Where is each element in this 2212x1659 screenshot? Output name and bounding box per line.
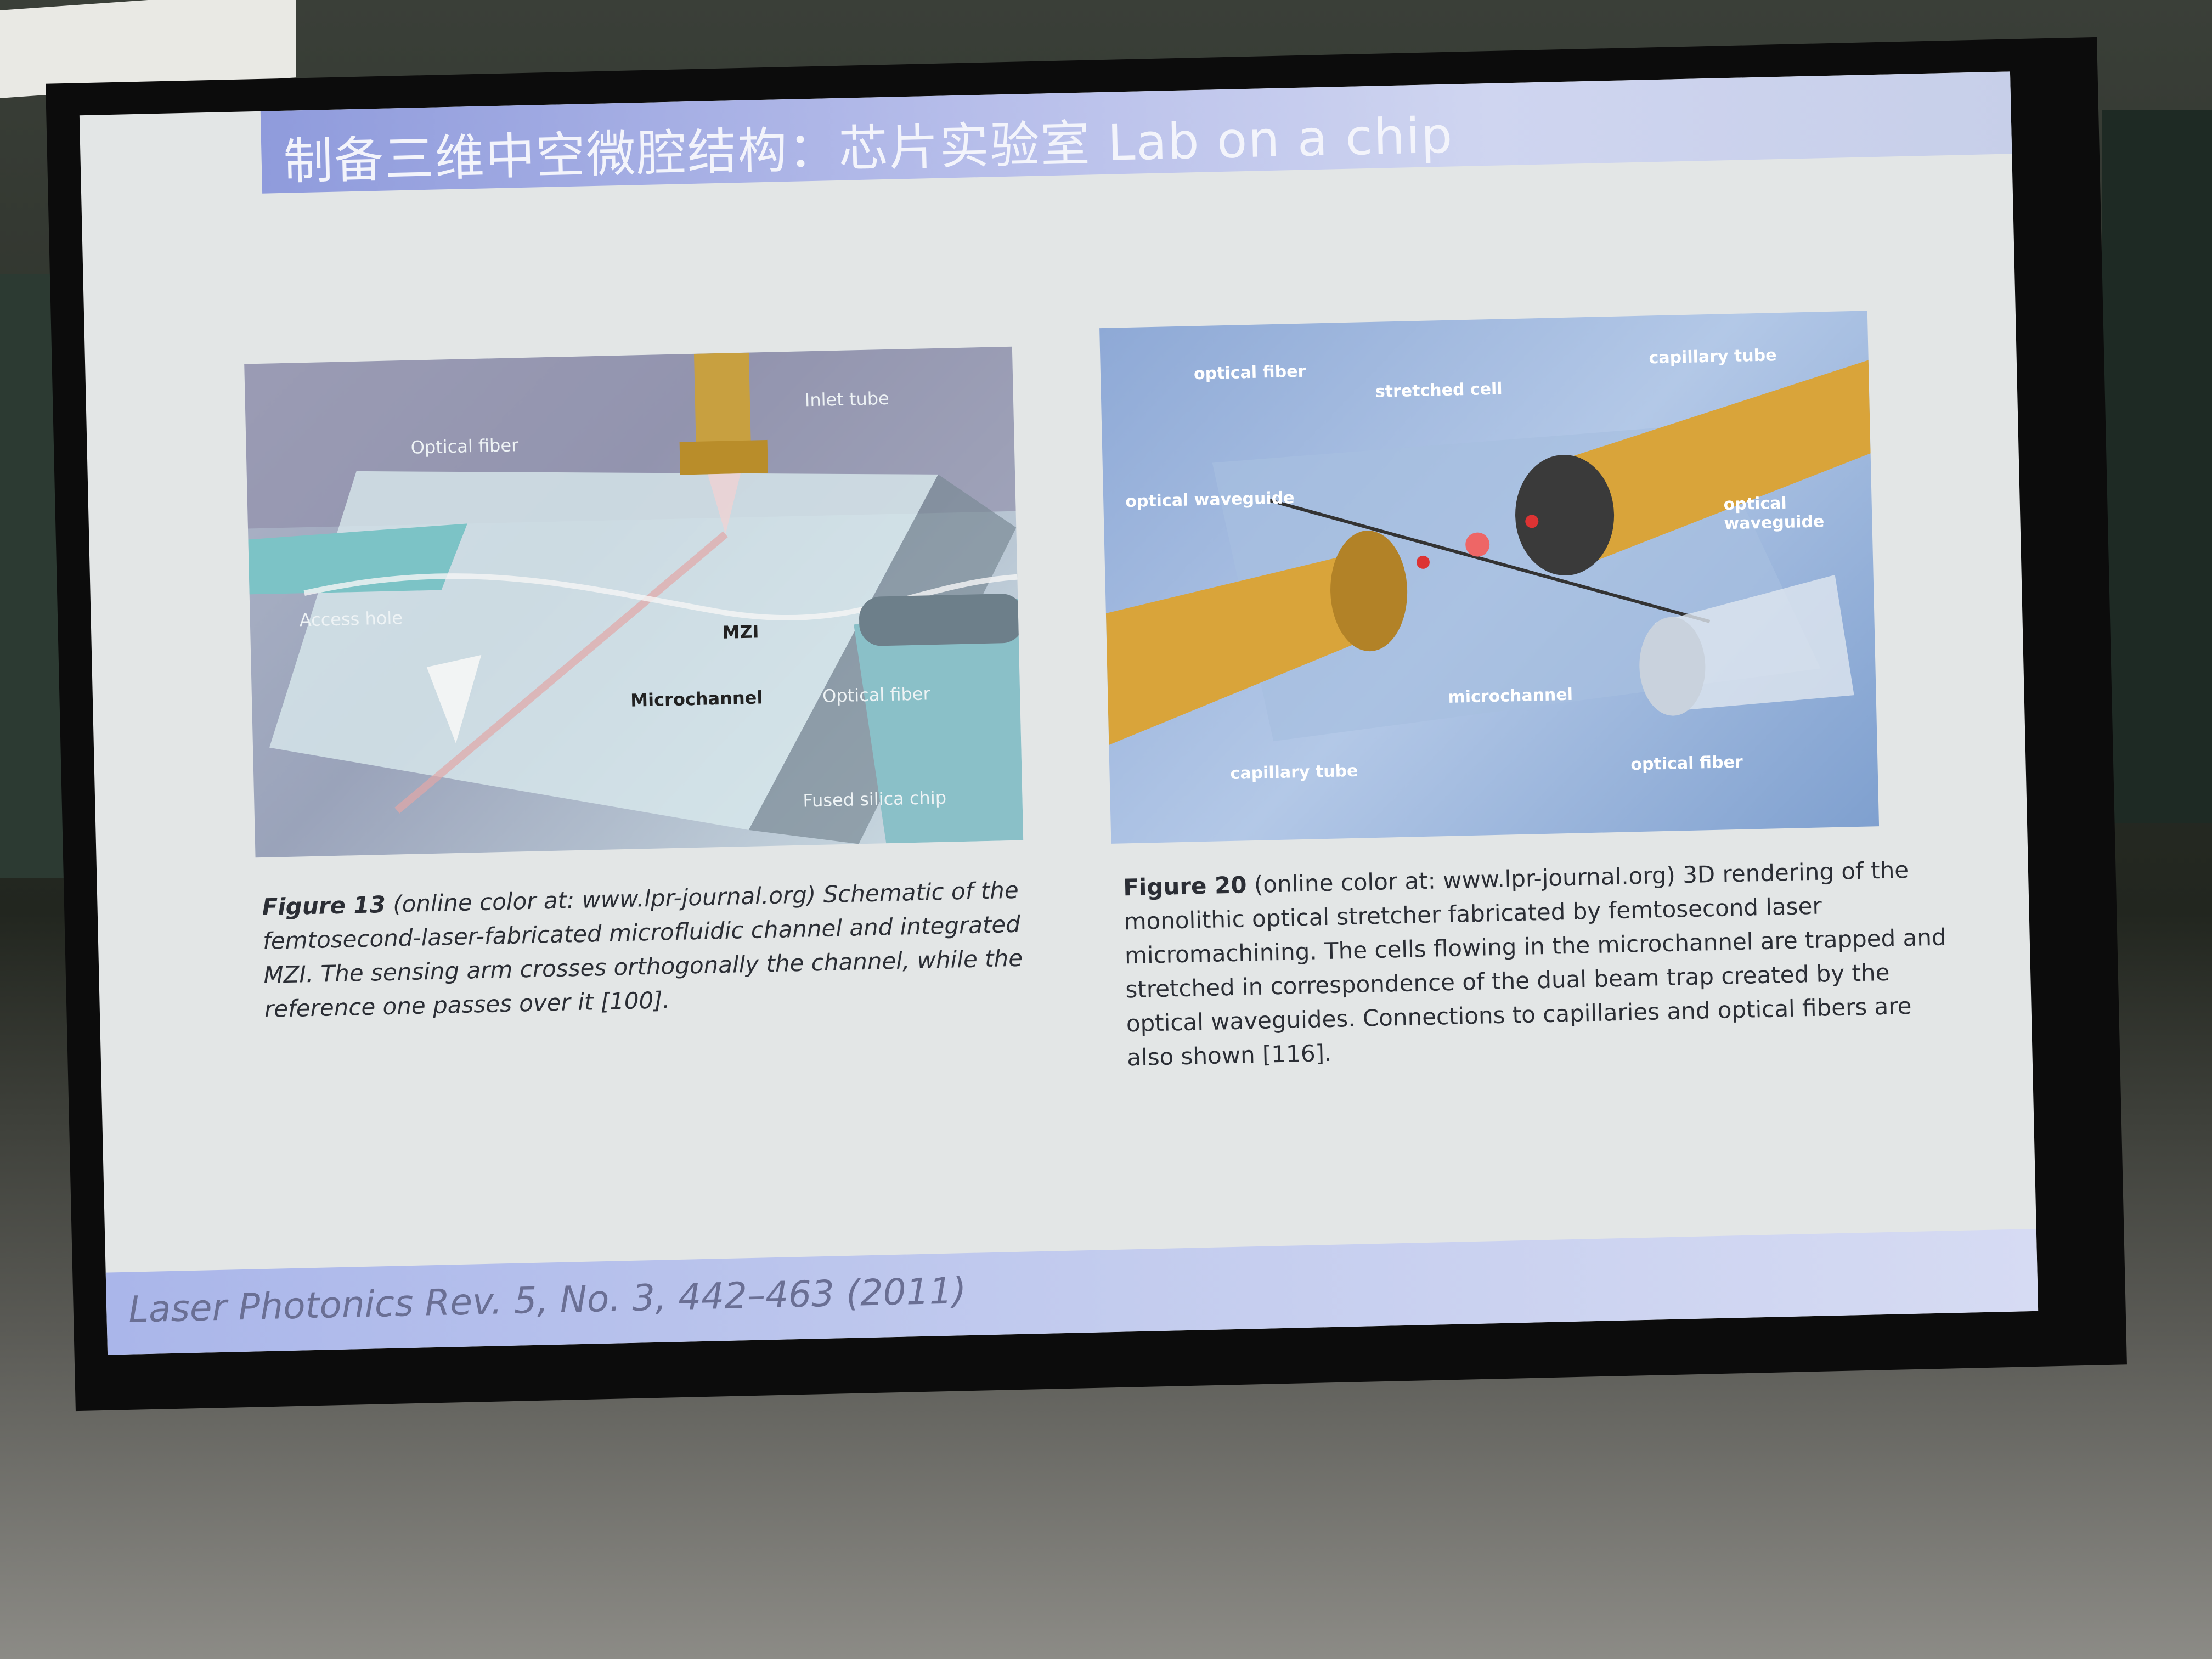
- figure-20-illustration: [1105, 360, 1871, 745]
- label-microchannel: Microchannel: [630, 687, 763, 711]
- figure-13-image: Inlet tube Optical fiber Access hole MZI…: [244, 346, 1024, 858]
- label-optical-waveguide-right: optical waveguide: [1723, 493, 1825, 534]
- label-inlet-tube: Inlet tube: [804, 387, 890, 411]
- label-fused-silica-chip: Fused silica chip: [803, 787, 947, 811]
- label-optical-fiber-right: Optical fiber: [822, 683, 931, 707]
- label-optical-fiber-top: optical fiber: [1193, 362, 1306, 384]
- label-capillary-tube-bottom: capillary tube: [1230, 761, 1358, 783]
- label-stretched-cell: stretched cell: [1375, 379, 1503, 402]
- chalkboard-right: [2102, 110, 2212, 823]
- figure-20-number: Figure 20: [1122, 871, 1248, 901]
- label-capillary-tube-top: capillary tube: [1649, 346, 1777, 368]
- label-optical-waveguide-left: optical waveguide: [1125, 488, 1295, 512]
- slide: 制备三维中空微腔结构：芯片实验室 Lab on a chip Inlet tub…: [79, 71, 2039, 1355]
- figure-13-number: Figure 13: [262, 890, 386, 921]
- label-microchannel-20: microchannel: [1448, 685, 1573, 707]
- label-optical-fiber-left: Optical fiber: [410, 435, 519, 458]
- figure-20-caption: Figure 20 (online color at: www.lpr-jour…: [1123, 852, 1950, 1075]
- label-mzi: MZI: [722, 621, 759, 643]
- figure-20-caption-text: (online color at: www.lpr-journal.org) 3…: [1124, 856, 1947, 1071]
- label-access-hole: Access hole: [299, 607, 403, 631]
- label-optical-fiber-bottom: optical fiber: [1630, 752, 1743, 775]
- figure-13-illustration: [244, 346, 1024, 844]
- figure-20-image: optical fiber stretched cell capillary t…: [1099, 311, 1880, 844]
- figure-13-caption: Figure 13 (online color at: www.lpr-jour…: [262, 873, 1049, 1026]
